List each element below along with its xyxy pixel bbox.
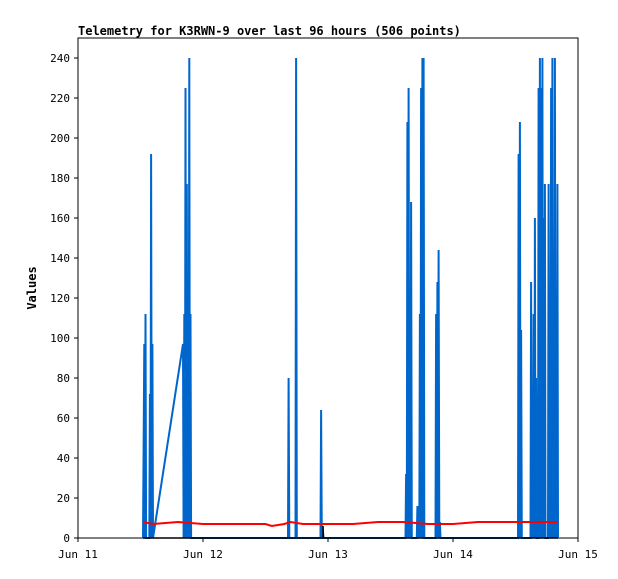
series-line-2 (142, 520, 558, 528)
y-tick-label: 140 (50, 252, 70, 265)
series-line-1 (142, 57, 559, 539)
y-axis-label: Values (25, 266, 39, 309)
y-tick-label: 0 (63, 532, 70, 545)
y-tick-label: 80 (57, 372, 70, 385)
series-layer (142, 57, 559, 539)
y-tick-label: 60 (57, 412, 70, 425)
y-tick-label: 120 (50, 292, 70, 305)
axis-layer: 0 20 40 60 80 100 120 140 160 180 200 220 240 Jun 11 J… (50, 52, 598, 561)
chart-title: Telemetry for K3RWN-9 over last 96 hours… (78, 24, 461, 38)
x-tick-label: Jun 12 (183, 548, 223, 561)
x-tick-label: Jun 14 (433, 548, 473, 561)
y-tick-label: 180 (50, 172, 70, 185)
y-tick-label: 40 (57, 452, 70, 465)
x-tick-label: Jun 13 (308, 548, 348, 561)
y-tick-label: 160 (50, 212, 70, 225)
y-tick-label: 220 (50, 92, 70, 105)
plot-area (77, 37, 579, 539)
y-tick-label: 20 (57, 492, 70, 505)
y-tick-label: 240 (50, 52, 70, 65)
x-tick-label: Jun 11 (58, 548, 98, 561)
series-line-3 (143, 525, 558, 539)
y-tick-label: 100 (50, 332, 70, 345)
y-tick-label: 200 (50, 132, 70, 145)
x-tick-label: Jun 15 (558, 548, 598, 561)
